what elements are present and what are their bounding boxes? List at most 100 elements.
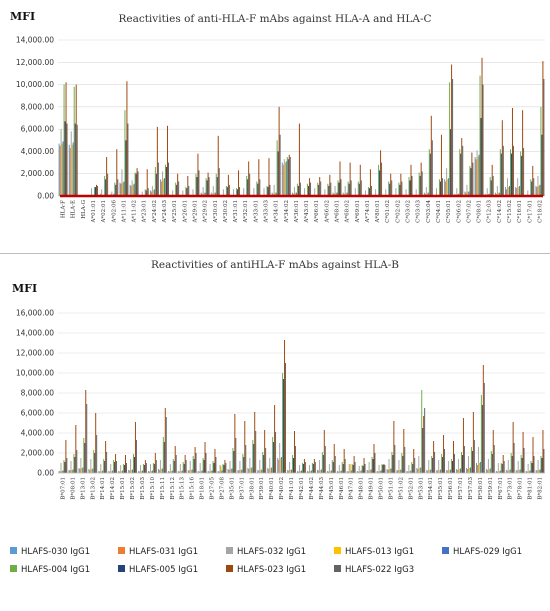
bar — [152, 190, 154, 196]
x-tick-label: A*29:01 — [192, 200, 198, 224]
x-tick-label: A*24:03 — [162, 200, 168, 224]
x-tick-label: B*15:03 — [140, 477, 146, 500]
bar — [63, 460, 65, 473]
bar — [140, 465, 142, 473]
x-tick-label: C*08:01 — [477, 200, 483, 223]
bar — [370, 185, 372, 196]
bar — [61, 471, 63, 473]
bar — [287, 470, 289, 473]
bar — [149, 464, 151, 473]
bar — [129, 184, 131, 196]
bar — [118, 471, 120, 473]
bar — [233, 451, 235, 473]
bar — [543, 449, 545, 473]
bar — [505, 187, 507, 196]
bar — [463, 446, 465, 473]
bar — [324, 189, 326, 196]
bar — [469, 467, 471, 473]
bar — [354, 462, 356, 473]
legend-item: HLAFS-013 IgG1 — [334, 547, 414, 557]
bar — [159, 460, 161, 473]
bar — [467, 191, 469, 196]
bar — [436, 470, 438, 473]
bar — [193, 459, 195, 473]
bar — [96, 435, 98, 473]
bar — [459, 469, 461, 473]
bar — [112, 470, 114, 473]
bar — [520, 455, 522, 473]
bar — [134, 422, 136, 473]
bar — [360, 470, 362, 473]
bar — [332, 192, 334, 196]
bar — [511, 456, 513, 473]
bar — [74, 123, 76, 196]
bar — [282, 164, 284, 196]
bar — [65, 82, 67, 196]
bar — [507, 178, 509, 196]
bar — [338, 465, 340, 473]
bar — [273, 184, 275, 196]
bar — [458, 459, 460, 473]
bar — [101, 189, 103, 196]
bar — [129, 470, 131, 473]
bar — [486, 188, 488, 196]
bar — [121, 169, 123, 196]
bar — [357, 471, 359, 473]
bar — [346, 471, 348, 473]
bar — [290, 470, 292, 473]
bar — [421, 171, 423, 196]
y-tick-label: 14,000.00 — [16, 36, 54, 45]
bar — [107, 173, 109, 196]
bar — [247, 468, 249, 473]
y-tick-label: 2,000.00 — [21, 169, 55, 178]
bar — [372, 459, 374, 473]
bar — [137, 171, 139, 196]
bar — [519, 185, 521, 196]
bar — [281, 162, 283, 196]
bar — [425, 187, 427, 196]
bar — [478, 463, 480, 473]
bar — [218, 168, 220, 196]
bar — [465, 192, 467, 196]
x-tick-label: B*37:01 — [239, 477, 245, 500]
bar — [208, 471, 210, 473]
x-tick-label: C*03:04 — [426, 200, 432, 223]
bar — [235, 438, 237, 473]
bar — [328, 185, 330, 196]
bar — [478, 154, 480, 196]
bar — [500, 463, 502, 473]
bar — [304, 188, 306, 196]
bar — [334, 456, 336, 473]
legend-swatch — [118, 547, 125, 554]
bar — [498, 192, 500, 196]
bar — [336, 192, 338, 196]
bar — [469, 468, 470, 473]
bar — [211, 470, 213, 473]
bar — [153, 464, 155, 473]
bar — [536, 187, 538, 196]
x-tick-label: C*02:02 — [395, 200, 401, 223]
bar — [517, 461, 519, 473]
bar — [236, 188, 238, 196]
bar — [427, 192, 429, 196]
bar — [451, 459, 453, 473]
bar — [294, 192, 296, 196]
bar — [74, 457, 76, 473]
bar — [312, 464, 314, 473]
bar — [379, 471, 381, 473]
bar — [237, 189, 239, 196]
bar — [448, 461, 450, 473]
bar — [349, 464, 351, 473]
bar — [479, 462, 481, 473]
bar — [328, 464, 330, 473]
bar — [298, 471, 300, 473]
bar — [94, 187, 96, 196]
bar — [511, 107, 513, 196]
bar — [301, 470, 302, 473]
bar — [457, 470, 459, 473]
bar — [480, 118, 482, 196]
bar — [175, 182, 177, 196]
x-tick-label: A*11:02 — [132, 200, 138, 224]
bar — [515, 470, 517, 473]
bar — [508, 470, 510, 473]
